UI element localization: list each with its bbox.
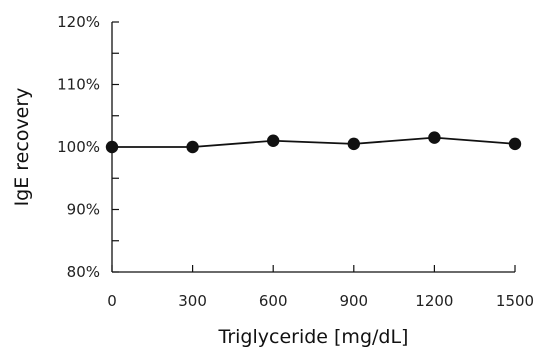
- data-point-x900: [347, 137, 360, 151]
- y-tick-label: 90%: [67, 201, 100, 219]
- data-point-x1200: [428, 131, 441, 144]
- data-point-x0: [105, 140, 119, 154]
- x-tick-label: 600: [259, 292, 288, 310]
- series-layer: [105, 131, 522, 154]
- series-line-0: [112, 136, 516, 148]
- x-ticks: 0 300 600 900 1200 1500: [107, 265, 534, 310]
- data-point-x1500: [508, 137, 522, 151]
- y-tick-label: 80%: [67, 263, 100, 281]
- data-point-x600: [267, 134, 280, 147]
- x-axis-title: Triglyceride [mg/dL]: [218, 326, 409, 348]
- y-tick-label: 100%: [57, 138, 100, 156]
- x-tick-label: 0: [107, 292, 117, 310]
- y-axis-title: IgE recovery: [11, 88, 33, 207]
- y-tick-label: 110%: [57, 76, 100, 94]
- y-ticks: 80% 90% 100% 110% 120%: [57, 13, 119, 281]
- x-tick-label: 300: [178, 292, 207, 310]
- x-tick-label: 1200: [415, 292, 453, 310]
- y-tick-label: 120%: [57, 13, 100, 31]
- data-point-x300: [186, 140, 199, 154]
- x-tick-label: 1500: [496, 292, 534, 310]
- x-tick-label: 900: [339, 292, 368, 310]
